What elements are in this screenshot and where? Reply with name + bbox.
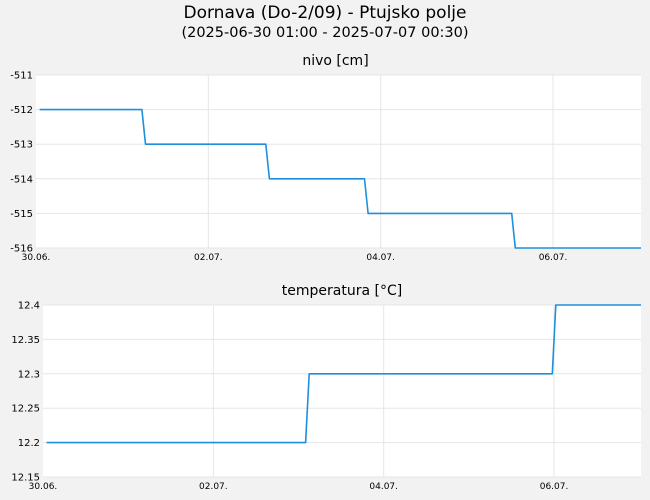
chart-2-y-tick-label: 12.2 (18, 438, 40, 449)
chart-2-y-tick-label: 12.35 (11, 335, 40, 346)
chart-1-x-tick-label: 02.07. (194, 253, 223, 263)
chart-1-y-tick-label: -516 (10, 244, 33, 255)
chart-1-x-tick-label: 30.06. (22, 253, 51, 263)
chart-2-plot-area (43, 305, 641, 477)
chart-2-y-tick-label: 12.3 (18, 369, 40, 380)
chart-2-title: temperatura [°C] (282, 283, 402, 299)
chart-2-x-tick-label: 02.07. (199, 482, 228, 492)
chart-2-x-tick-label: 04.07. (369, 482, 398, 492)
chart-title: Dornava (Do-2/09) - Ptujsko polje (183, 3, 467, 23)
chart-1-y-tick-label: -513 (10, 140, 33, 151)
chart-2-y-tick-label: 12.15 (11, 473, 40, 484)
chart-2-y-tick-label: 12.25 (11, 404, 40, 415)
chart-2-x-tick-label: 06.07. (540, 482, 569, 492)
chart-subtitle: (2025-06-30 01:00 - 2025-07-07 00:30) (181, 25, 469, 41)
chart-1-y-tick-label: -511 (10, 71, 33, 82)
chart-1-y-tick-label: -515 (10, 209, 33, 220)
chart-2-group: temperatura [°C] 12.4 12.35 12.3 12.25 12.2 12… (11, 283, 641, 492)
chart-1-title: nivo [cm] (302, 53, 368, 69)
chart-2-y-tick-label: 12.4 (18, 301, 40, 312)
chart-1-series-line (39, 108, 641, 249)
chart-2-series-line (46, 304, 641, 444)
chart-1-y-tick-label: -514 (10, 174, 33, 185)
chart-2-x-tick-label: 30.06. (29, 482, 58, 492)
chart-1-plot-area (36, 75, 641, 248)
chart-1-x-tick-label: 06.07. (539, 253, 568, 263)
chart-1-x-tick-label: 04.07. (366, 253, 395, 263)
chart-1-y-tick-label: -512 (10, 105, 33, 116)
